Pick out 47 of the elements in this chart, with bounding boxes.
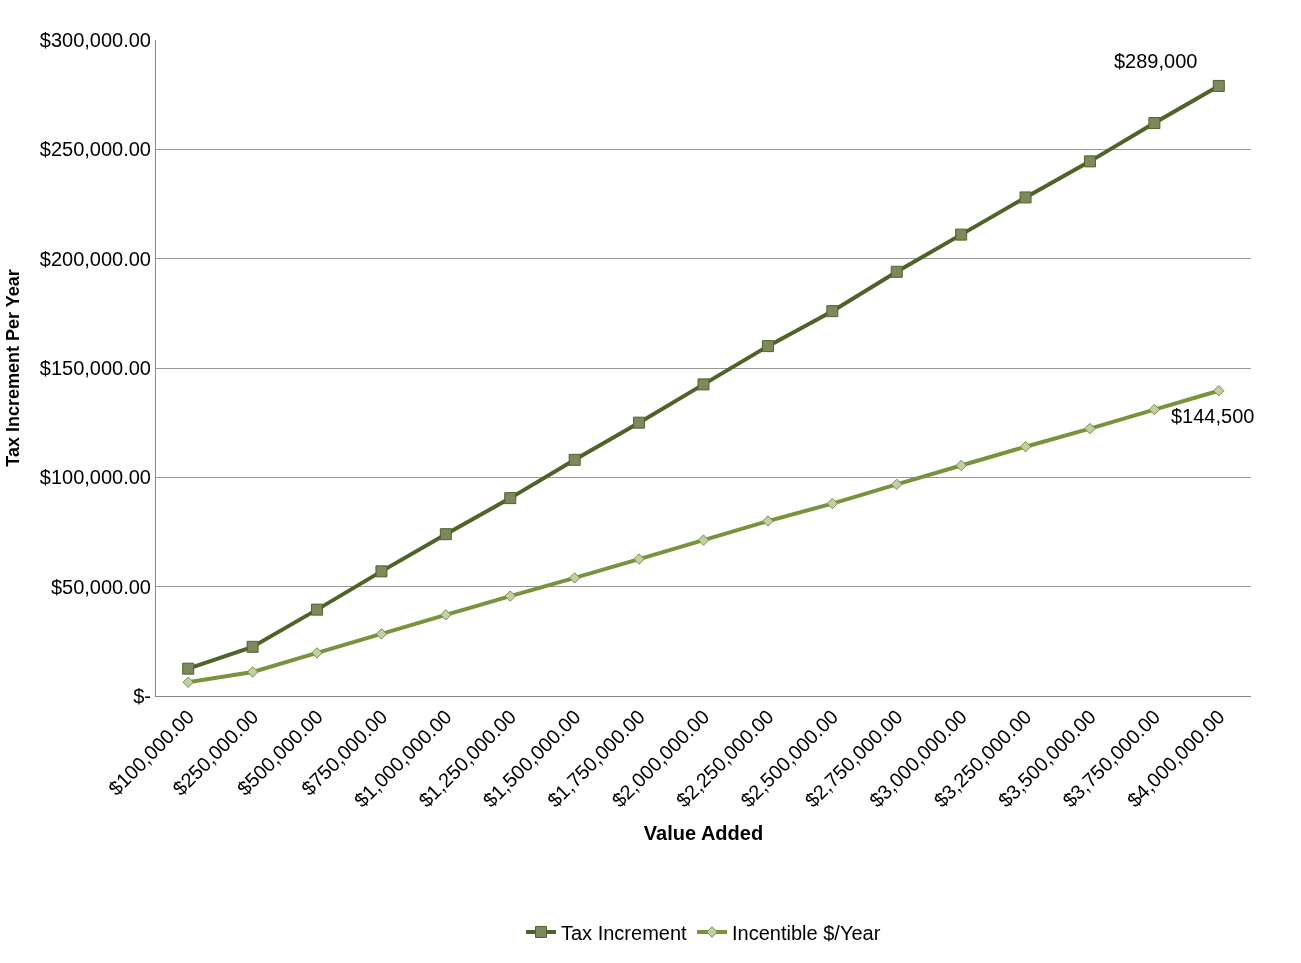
point (1083, 155, 1096, 168)
point (182, 662, 195, 675)
y-tick-label: $- (133, 685, 151, 707)
point (504, 492, 517, 505)
point (375, 628, 388, 640)
point (182, 676, 194, 688)
point (1019, 441, 1032, 453)
point (1148, 117, 1161, 130)
point (568, 453, 581, 466)
point (1148, 403, 1161, 416)
point (761, 340, 774, 353)
point (633, 553, 645, 565)
point (891, 478, 903, 491)
point (890, 265, 903, 278)
point (1212, 79, 1225, 92)
point (440, 609, 452, 621)
y-tick-label: $50,000.00 (50, 575, 151, 598)
x-axis-title: Value Added (643, 821, 764, 844)
y-tick-label: $200,000.00 (39, 247, 151, 270)
point (568, 572, 581, 584)
point (633, 416, 646, 429)
y-tick-label: $150,000.00 (39, 357, 151, 379)
legend-label: Tax Increment (561, 921, 688, 944)
y-tick-label: $100,000.00 (39, 466, 151, 489)
point (504, 590, 516, 602)
point (697, 378, 710, 391)
point (375, 565, 388, 578)
annotation: $289,000 (1114, 50, 1198, 72)
y-tick-label: $250,000.00 (39, 138, 151, 161)
point (246, 666, 259, 678)
y-axis-title: Tax Increment Per Year (2, 269, 23, 467)
point (439, 528, 452, 541)
point (955, 459, 967, 472)
point (311, 603, 324, 616)
point (762, 515, 774, 527)
point (246, 640, 259, 653)
y-tick-label: $300,000.00 (39, 29, 151, 51)
legend-label: Incentible $/Year (732, 921, 881, 944)
point (1019, 191, 1032, 204)
point (955, 228, 968, 241)
point (697, 534, 710, 546)
annotation: $144,500 (1171, 405, 1255, 427)
point (311, 647, 323, 659)
point (826, 497, 839, 510)
point (1213, 385, 1225, 397)
point (826, 305, 839, 318)
point (1084, 422, 1096, 435)
